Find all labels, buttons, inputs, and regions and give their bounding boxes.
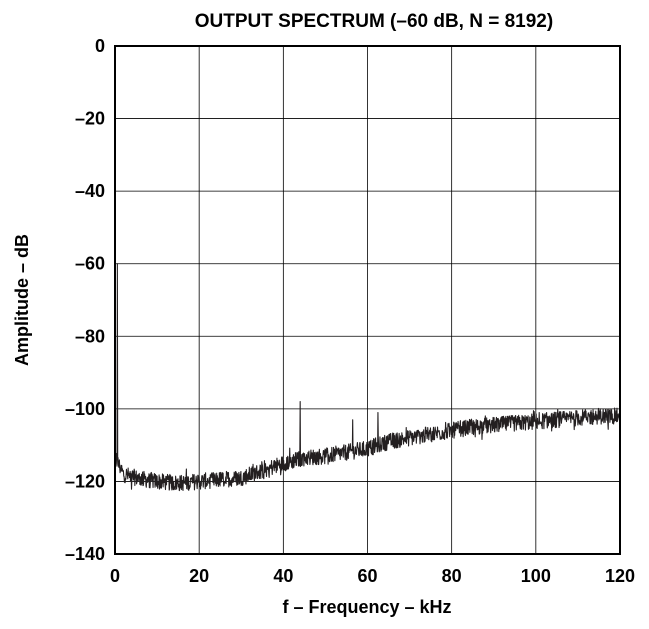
y-tick-label: –80: [75, 326, 105, 346]
y-tick-label: –40: [75, 181, 105, 201]
x-tick-label: 40: [273, 566, 293, 586]
y-tick-label: 0: [95, 36, 105, 56]
x-tick-label: 80: [442, 566, 462, 586]
x-axis-ticks: 0 20 40 60 80 100 120: [110, 566, 635, 586]
x-tick-label: 120: [605, 566, 635, 586]
x-axis-label: f – Frequency – kHz: [282, 597, 451, 617]
x-tick-label: 20: [189, 566, 209, 586]
y-tick-label: –60: [75, 254, 105, 274]
y-tick-label: –140: [65, 544, 105, 564]
y-tick-label: –20: [75, 109, 105, 129]
x-tick-label: 0: [110, 566, 120, 586]
chart-title: OUTPUT SPECTRUM (–60 dB, N = 8192): [195, 11, 553, 32]
y-tick-label: –100: [65, 399, 105, 419]
y-axis-ticks: 0 –20 –40 –60 –80 –100 –120 –140: [65, 36, 105, 564]
y-tick-label: –120: [65, 471, 105, 491]
x-tick-label: 100: [521, 566, 551, 586]
y-axis-label: Amplitude – dB: [12, 234, 32, 366]
x-tick-label: 60: [357, 566, 377, 586]
